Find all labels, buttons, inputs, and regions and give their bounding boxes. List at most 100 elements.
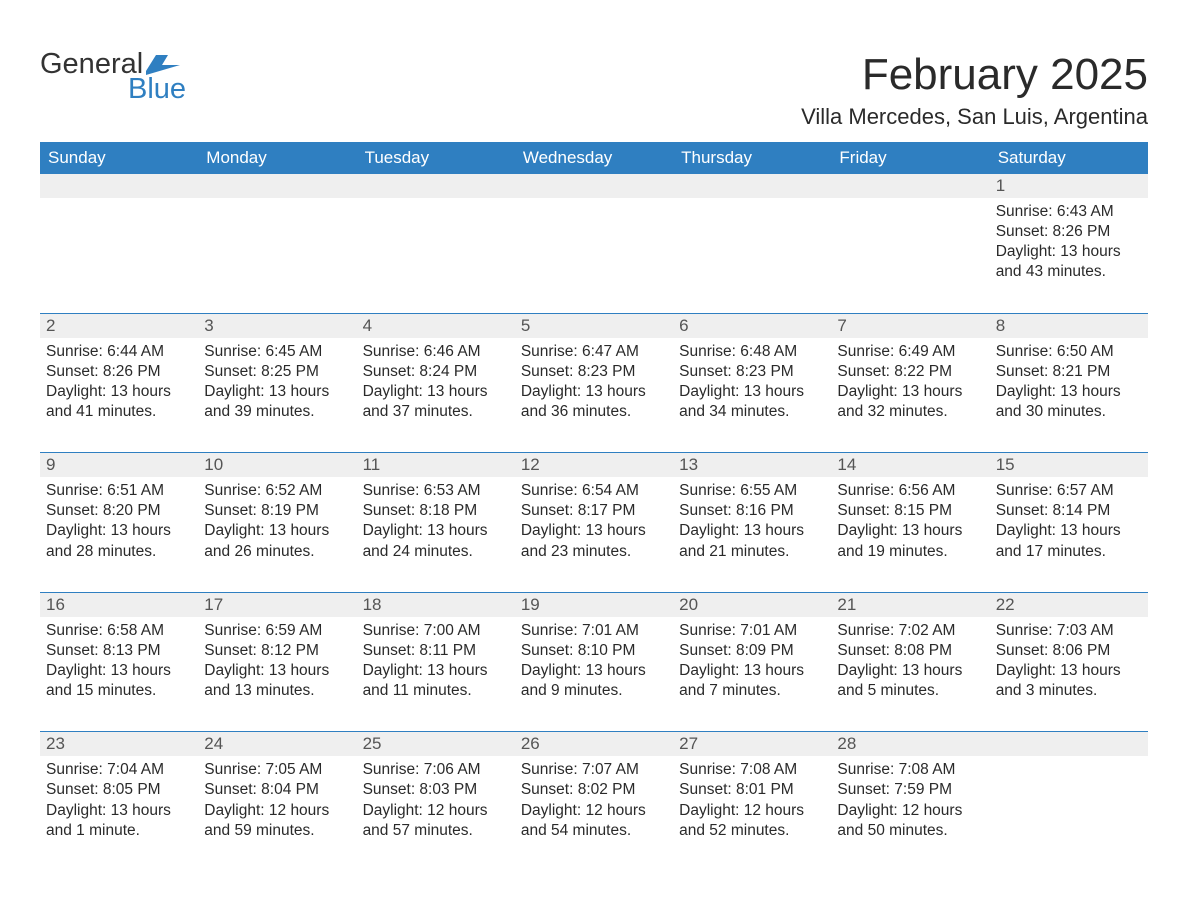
day-cell: Sunrise: 6:58 AMSunset: 8:13 PMDaylight:… xyxy=(40,617,198,702)
day-number: 8 xyxy=(990,314,1148,338)
sunrise-text: Sunrise: 7:08 AM xyxy=(837,760,983,780)
sunrise-text: Sunrise: 7:05 AM xyxy=(204,760,350,780)
daylight-text: Daylight: 13 hours and 24 minutes. xyxy=(363,521,509,561)
location-subtitle: Villa Mercedes, San Luis, Argentina xyxy=(801,104,1148,130)
day-cell: Sunrise: 7:01 AMSunset: 8:10 PMDaylight:… xyxy=(515,617,673,702)
sunrise-text: Sunrise: 6:50 AM xyxy=(996,342,1142,362)
day-cell xyxy=(198,198,356,283)
daylight-text: Daylight: 13 hours and 9 minutes. xyxy=(521,661,667,701)
month-title: February 2025 xyxy=(801,50,1148,100)
day-number: 22 xyxy=(990,593,1148,617)
day-number: 13 xyxy=(673,453,831,477)
sunset-text: Sunset: 8:09 PM xyxy=(679,641,825,661)
day-number xyxy=(990,732,1148,756)
sunset-text: Sunset: 8:10 PM xyxy=(521,641,667,661)
day-number: 27 xyxy=(673,732,831,756)
day-number: 25 xyxy=(357,732,515,756)
day-of-week-header: Sunday Monday Tuesday Wednesday Thursday… xyxy=(40,142,1148,174)
day-number: 10 xyxy=(198,453,356,477)
sunset-text: Sunset: 8:02 PM xyxy=(521,780,667,800)
sunset-text: Sunset: 8:11 PM xyxy=(363,641,509,661)
sunset-text: Sunset: 8:26 PM xyxy=(996,222,1142,242)
day-number: 5 xyxy=(515,314,673,338)
day-number: 2 xyxy=(40,314,198,338)
daylight-text: Daylight: 13 hours and 36 minutes. xyxy=(521,382,667,422)
dow-saturday: Saturday xyxy=(990,142,1148,174)
day-cell: Sunrise: 6:55 AMSunset: 8:16 PMDaylight:… xyxy=(673,477,831,562)
sunset-text: Sunset: 8:15 PM xyxy=(837,501,983,521)
day-cell: Sunrise: 6:53 AMSunset: 8:18 PMDaylight:… xyxy=(357,477,515,562)
week-content-row: Sunrise: 6:51 AMSunset: 8:20 PM Daylight:… xyxy=(40,477,1148,562)
day-number: 15 xyxy=(990,453,1148,477)
day-number: 23 xyxy=(40,732,198,756)
sunrise-text: Sunrise: 7:00 AM xyxy=(363,621,509,641)
sunrise-text: Sunrise: 6:56 AM xyxy=(837,481,983,501)
sunset-text: Sunset: 8:26 PM xyxy=(46,362,192,382)
sunrise-text: Sunrise: 7:02 AM xyxy=(837,621,983,641)
daylight-text: Daylight: 13 hours and 7 minutes. xyxy=(679,661,825,701)
header: General Blue February 2025 Villa Mercede… xyxy=(40,50,1148,130)
daylight-text: Daylight: 13 hours and 43 minutes. xyxy=(996,242,1142,282)
sunset-text: Sunset: 8:24 PM xyxy=(363,362,509,382)
dow-wednesday: Wednesday xyxy=(515,142,673,174)
dow-thursday: Thursday xyxy=(673,142,831,174)
day-cell: Sunrise: 7:04 AMSunset: 8:05 PMDaylight:… xyxy=(40,756,198,841)
day-cell: Sunrise: 7:07 AMSunset: 8:02 PMDaylight:… xyxy=(515,756,673,841)
sunrise-text: Sunrise: 6:52 AM xyxy=(204,481,350,501)
daylight-text: Daylight: 13 hours and 15 minutes. xyxy=(46,661,192,701)
daynum-strip: 2345678 xyxy=(40,314,1148,338)
daylight-text: Daylight: 12 hours and 52 minutes. xyxy=(679,801,825,841)
sunset-text: Sunset: 8:23 PM xyxy=(521,362,667,382)
day-cell: Sunrise: 6:50 AMSunset: 8:21 PMDaylight:… xyxy=(990,338,1148,423)
daylight-text: Daylight: 12 hours and 57 minutes. xyxy=(363,801,509,841)
daylight-text: Daylight: 13 hours and 11 minutes. xyxy=(363,661,509,701)
sunset-text: Sunset: 8:13 PM xyxy=(46,641,192,661)
sunrise-text: Sunrise: 7:03 AM xyxy=(996,621,1142,641)
day-cell: Sunrise: 7:06 AMSunset: 8:03 PMDaylight:… xyxy=(357,756,515,841)
sunrise-text: Sunrise: 6:59 AM xyxy=(204,621,350,641)
daylight-text: Daylight: 13 hours and 37 minutes. xyxy=(363,382,509,422)
sunset-text: Sunset: 8:17 PM xyxy=(521,501,667,521)
sunset-text: Sunset: 8:20 PM xyxy=(46,501,192,521)
dow-tuesday: Tuesday xyxy=(357,142,515,174)
sunrise-text: Sunrise: 6:57 AM xyxy=(996,481,1142,501)
sunset-text: Sunset: 8:03 PM xyxy=(363,780,509,800)
day-cell: Sunrise: 6:46 AMSunset: 8:24 PMDaylight:… xyxy=(357,338,515,423)
day-cell xyxy=(831,198,989,283)
day-number: 20 xyxy=(673,593,831,617)
day-number: 14 xyxy=(831,453,989,477)
day-number xyxy=(198,174,356,198)
dow-monday: Monday xyxy=(198,142,356,174)
day-cell: Sunrise: 7:02 AMSunset: 8:08 PMDaylight:… xyxy=(831,617,989,702)
day-number xyxy=(515,174,673,198)
sunrise-text: Sunrise: 6:48 AM xyxy=(679,342,825,362)
sunset-text: Sunset: 8:18 PM xyxy=(363,501,509,521)
daylight-text: Daylight: 12 hours and 50 minutes. xyxy=(837,801,983,841)
day-number: 4 xyxy=(357,314,515,338)
logo: General Blue xyxy=(40,50,186,104)
day-number: 28 xyxy=(831,732,989,756)
day-cell: Sunrise: 6:45 AMSunset: 8:25 PMDaylight:… xyxy=(198,338,356,423)
day-number: 6 xyxy=(673,314,831,338)
sunset-text: Sunset: 8:25 PM xyxy=(204,362,350,382)
sunrise-text: Sunrise: 6:51 AM xyxy=(46,481,192,501)
title-block: February 2025 Villa Mercedes, San Luis, … xyxy=(801,50,1148,130)
sunrise-text: Sunrise: 6:44 AM xyxy=(46,342,192,362)
dow-sunday: Sunday xyxy=(40,142,198,174)
day-number: 24 xyxy=(198,732,356,756)
sunset-text: Sunset: 8:19 PM xyxy=(204,501,350,521)
daylight-text: Daylight: 13 hours and 34 minutes. xyxy=(679,382,825,422)
day-cell: Sunrise: 7:08 AMSunset: 7:59 PMDaylight:… xyxy=(831,756,989,841)
daylight-text: Daylight: 13 hours and 1 minute. xyxy=(46,801,192,841)
day-number xyxy=(831,174,989,198)
daylight-text: Daylight: 13 hours and 26 minutes. xyxy=(204,521,350,561)
week-content-row: Sunrise: 6:43 AMSunset: 8:26 PMDaylight:… xyxy=(40,198,1148,283)
day-number: 12 xyxy=(515,453,673,477)
sunset-text: Sunset: 8:05 PM xyxy=(46,780,192,800)
sunrise-text: Sunrise: 6:45 AM xyxy=(204,342,350,362)
day-cell: Sunrise: 6:43 AMSunset: 8:26 PMDaylight:… xyxy=(990,198,1148,283)
sunrise-text: Sunrise: 7:04 AM xyxy=(46,760,192,780)
day-cell: Sunrise: 6:52 AMSunset: 8:19 PMDaylight:… xyxy=(198,477,356,562)
daylight-text: Daylight: 13 hours and 39 minutes. xyxy=(204,382,350,422)
daylight-text: Daylight: 13 hours and 32 minutes. xyxy=(837,382,983,422)
